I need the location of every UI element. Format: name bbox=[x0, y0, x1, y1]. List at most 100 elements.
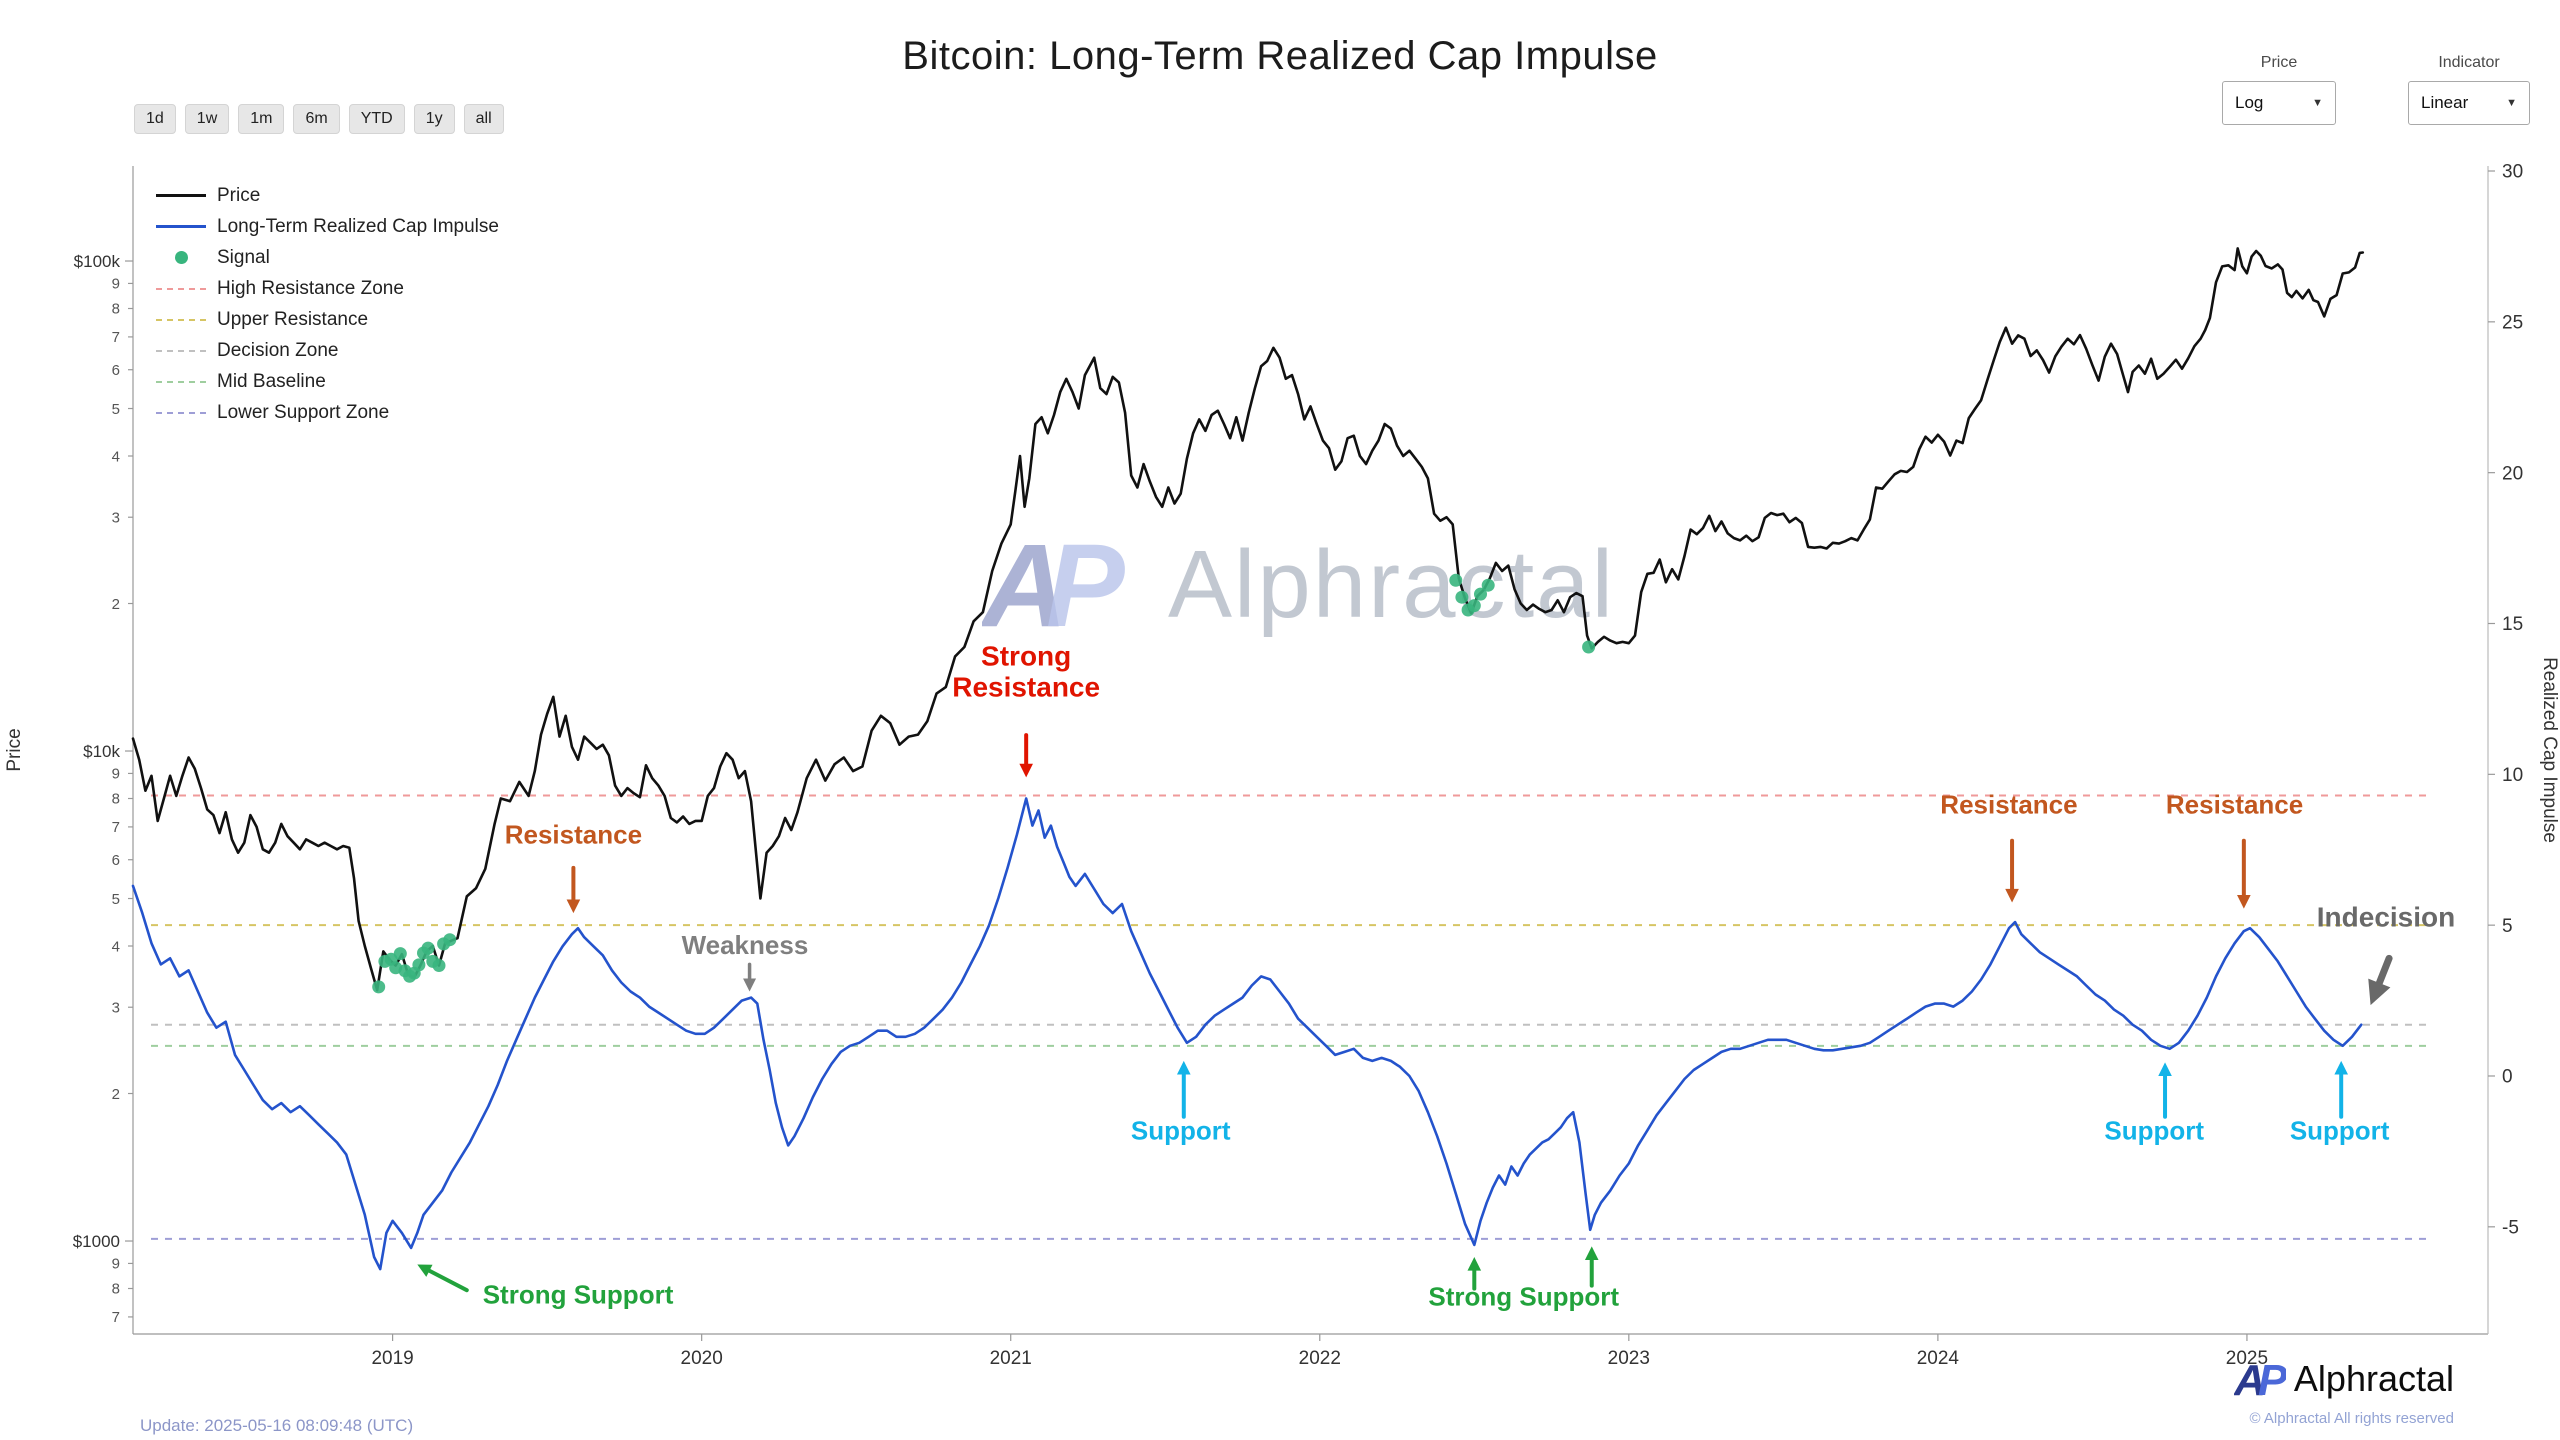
signal-dot bbox=[1455, 590, 1469, 604]
range-selector: 1d 1w 1m 6m YTD 1y all bbox=[134, 104, 504, 134]
range-button-1m[interactable]: 1m bbox=[238, 104, 285, 134]
chevron-down-icon: ▼ bbox=[2312, 97, 2323, 109]
chevron-down-icon: ▼ bbox=[2506, 97, 2517, 109]
signal-dot bbox=[372, 980, 386, 994]
annotations: Strong Resistance Resistance Weakness Suppor… bbox=[417, 641, 2455, 1311]
legend-label: Signal bbox=[217, 246, 270, 268]
annotation-support-2025-arrow-head bbox=[2334, 1060, 2348, 1075]
signal-dot bbox=[421, 941, 435, 955]
impulse-axis-tick-label: 0 bbox=[2502, 1067, 2513, 1088]
annotation-resistance-2024-arrow-head bbox=[2005, 888, 2019, 903]
range-button-1d[interactable]: 1d bbox=[134, 104, 176, 134]
signal-dot bbox=[1481, 578, 1495, 592]
impulse-axis-tick-label: 20 bbox=[2502, 463, 2523, 484]
annotation-strong-support-2019-label: Strong Support bbox=[483, 1280, 674, 1310]
zone-lines bbox=[151, 794, 2433, 1240]
x-axis-tick-label: 2024 bbox=[1917, 1348, 1960, 1369]
legend-swatch bbox=[156, 318, 206, 321]
price-axis-tick-label: 6 bbox=[112, 362, 120, 379]
price-scale-value: Log bbox=[2235, 93, 2264, 112]
range-button-6m[interactable]: 6m bbox=[293, 104, 340, 134]
svg-text:P: P bbox=[2258, 1356, 2286, 1402]
range-button-YTD[interactable]: YTD bbox=[348, 104, 405, 134]
legend-swatch bbox=[156, 411, 206, 414]
price-axis-tick-label: 9 bbox=[112, 766, 120, 783]
legend-item-mid-baseline[interactable]: Mid Baseline bbox=[156, 366, 499, 397]
legend-item-signal[interactable]: Signal bbox=[156, 242, 499, 273]
brand-name: Alphractal bbox=[2293, 1358, 2454, 1399]
x-axis-tick-label: 2019 bbox=[371, 1348, 413, 1369]
legend-label: Mid Baseline bbox=[217, 370, 326, 392]
axes: $100k98765432$10k98765432$10009873025201… bbox=[4, 162, 2560, 1369]
price-axis-tick-label: 9 bbox=[112, 276, 120, 293]
legend-swatch bbox=[156, 225, 206, 228]
legend-swatch bbox=[156, 380, 206, 383]
svg-text:A: A bbox=[2234, 1356, 2266, 1402]
watermark-logo-icon: A P bbox=[982, 524, 1125, 646]
annotation-strong-support-2022-arrow-head bbox=[1584, 1246, 1599, 1261]
annotation-weakness-label: Weakness bbox=[682, 930, 809, 960]
annotation-support-2024-label: Support bbox=[2104, 1115, 2204, 1145]
impulse-axis-tick-label: 10 bbox=[2502, 765, 2523, 786]
signal-dot bbox=[1449, 573, 1463, 587]
legend-item-decision-zone[interactable]: Decision Zone bbox=[156, 335, 499, 366]
annotation-support-2024-arrow-head bbox=[2158, 1062, 2172, 1077]
price-axis-tick-label: 8 bbox=[112, 301, 120, 318]
annotation-support-2021-arrow-head bbox=[1176, 1060, 1191, 1075]
signal-dot bbox=[1582, 640, 1596, 654]
watermark-text: Alphractal bbox=[1168, 531, 1615, 638]
range-button-1w[interactable]: 1w bbox=[184, 104, 230, 134]
annotation-indecision-label: Indecision bbox=[2317, 902, 2455, 933]
annotation-support-2025-label: Support bbox=[2290, 1115, 2390, 1145]
price-scale-select[interactable]: Log ▼ bbox=[2222, 81, 2336, 125]
signal-dot bbox=[1474, 587, 1487, 601]
legend-label: Long-Term Realized Cap Impulse bbox=[217, 215, 499, 237]
brand-logo[interactable]: A P Alphractal bbox=[2234, 1356, 2454, 1402]
legend: Price Long-Term Realized Cap Impulse Signa… bbox=[156, 180, 499, 428]
legend-item-price[interactable]: Price bbox=[156, 180, 499, 211]
price-axis-tick-label: 5 bbox=[112, 891, 120, 908]
impulse-axis-tick-label: 15 bbox=[2502, 614, 2523, 635]
annotation-strong-resistance-label: Strong Resistance bbox=[952, 641, 1100, 703]
impulse-series-line bbox=[131, 797, 2363, 1271]
legend-label: Upper Resistance bbox=[217, 308, 369, 330]
annotation-indecision-arrow-head bbox=[2368, 978, 2391, 1006]
y-axis-left-title: Price bbox=[4, 728, 25, 771]
price-axis-tick-label: $100k bbox=[74, 252, 121, 271]
annotation-weakness-arrow-head bbox=[743, 978, 757, 992]
price-axis-tick-label: 2 bbox=[112, 596, 120, 613]
annotation-strong-support-2022-arrow-head bbox=[1467, 1256, 1482, 1271]
signal-dot bbox=[412, 958, 426, 972]
annotation-resistance-2019-arrow-head bbox=[566, 899, 581, 914]
legend-label: Decision Zone bbox=[217, 339, 339, 361]
y-axis-right-title: Realized Cap Impulse bbox=[2539, 657, 2560, 843]
annotation-resistance-2025-arrow-head bbox=[2237, 894, 2251, 909]
svg-text:A: A bbox=[982, 524, 1067, 646]
legend-label: High Resistance Zone bbox=[217, 277, 404, 299]
x-axis-tick-label: 2021 bbox=[990, 1348, 1032, 1369]
price-axis-tick-label: 4 bbox=[112, 938, 120, 955]
indicator-dropdown-label: Indicator bbox=[2438, 54, 2500, 71]
range-button-all[interactable]: all bbox=[463, 104, 504, 134]
signal-dot bbox=[443, 933, 457, 947]
legend-label: Price bbox=[217, 184, 261, 206]
signal-dot bbox=[1467, 599, 1481, 613]
price-axis-tick-label: $1000 bbox=[73, 1232, 120, 1251]
price-axis-tick-label: 2 bbox=[112, 1086, 120, 1103]
range-button-1y[interactable]: 1y bbox=[413, 104, 455, 134]
indicator-scale-value: Linear bbox=[2421, 93, 2469, 112]
impulse-axis-tick-label: 30 bbox=[2502, 162, 2523, 183]
annotation-strong-support-2019-arrow bbox=[423, 1266, 469, 1293]
legend-item-high-resistance-zone[interactable]: High Resistance Zone bbox=[156, 273, 499, 304]
legend-item-long-term-realized-cap-impulse[interactable]: Long-Term Realized Cap Impulse bbox=[156, 211, 499, 242]
page-title: Bitcoin: Long-Term Realized Cap Impulse bbox=[902, 34, 1658, 78]
x-axis-tick-label: 2023 bbox=[1608, 1348, 1650, 1369]
annotation-resistance-2025-label: Resistance bbox=[2166, 790, 2303, 820]
impulse-axis-tick-label: -5 bbox=[2502, 1217, 2519, 1238]
price-axis-tick-label: 7 bbox=[112, 329, 120, 346]
annotation-support-2021-label: Support bbox=[1131, 1115, 1231, 1145]
legend-item-lower-support-zone[interactable]: Lower Support Zone bbox=[156, 397, 499, 428]
legend-item-upper-resistance[interactable]: Upper Resistance bbox=[156, 304, 499, 335]
indicator-scale-select[interactable]: Linear ▼ bbox=[2408, 81, 2530, 125]
